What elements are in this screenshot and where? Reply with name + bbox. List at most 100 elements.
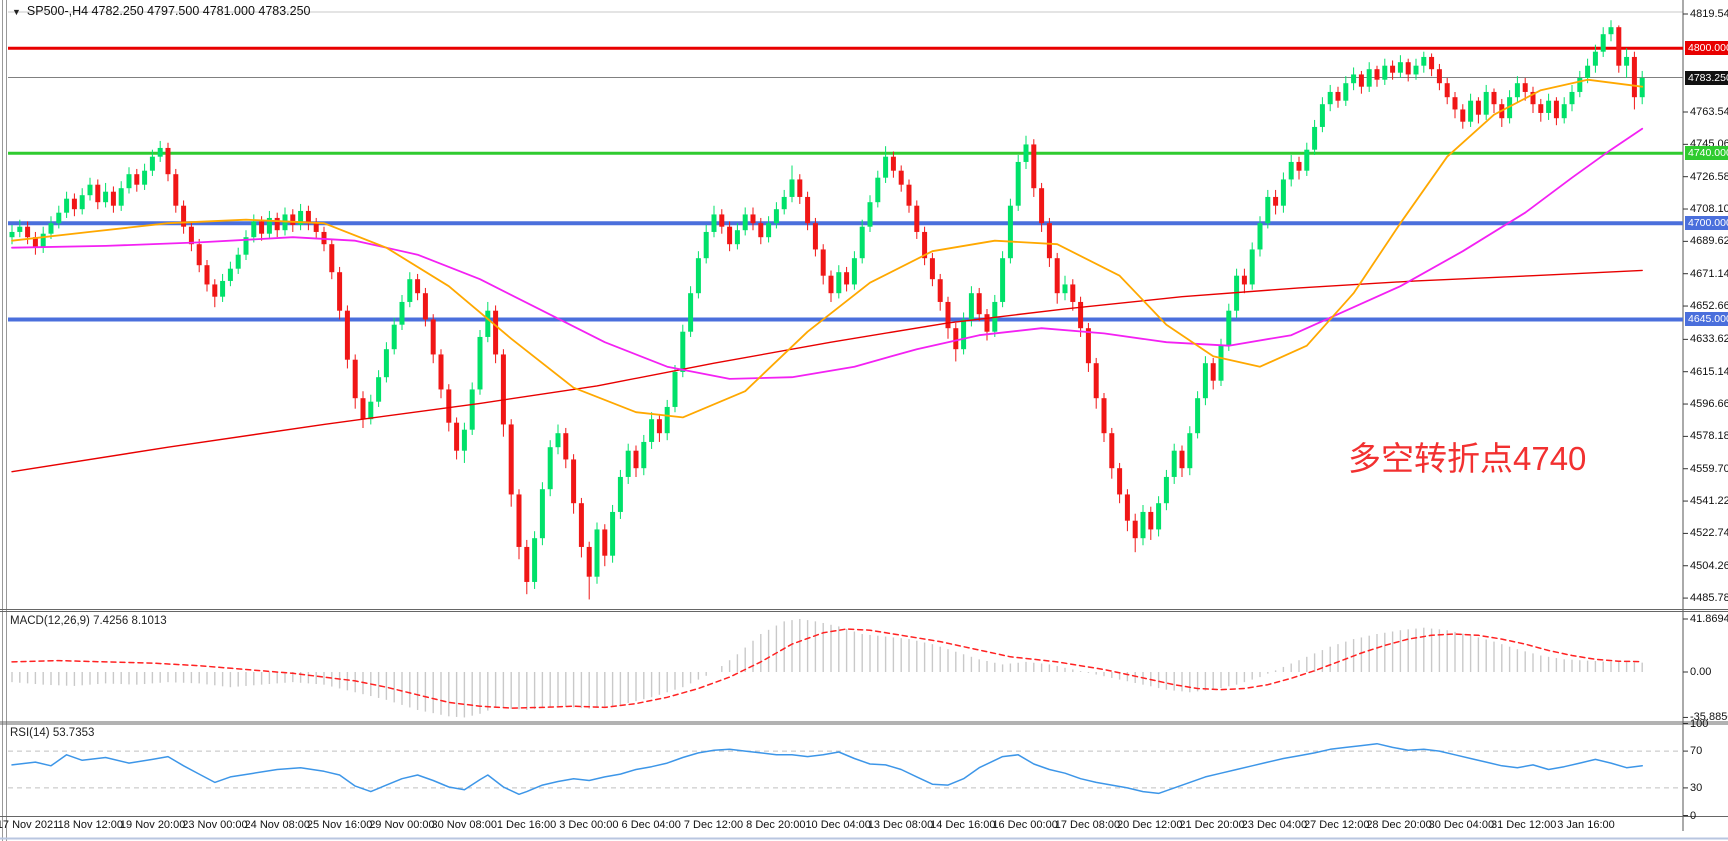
candle-body — [929, 258, 935, 280]
candle-body — [1374, 69, 1380, 80]
time-axis-label: 19 Nov 20:00 — [119, 819, 186, 831]
candle-body — [134, 174, 140, 185]
moving-averages — [11, 78, 1644, 473]
candle-body — [1156, 503, 1162, 530]
candle-body — [360, 398, 366, 420]
candle-body — [430, 319, 436, 355]
candle-body — [1296, 161, 1302, 171]
time-axis-label: 3 Dec 00:00 — [559, 819, 619, 831]
candle-body — [1351, 74, 1357, 84]
candle-body — [1039, 188, 1045, 224]
candle-body — [157, 147, 163, 157]
candle-body — [165, 147, 171, 175]
price-level-badge-4645.000: 4645.000 — [1685, 312, 1728, 327]
candle-body — [828, 275, 834, 294]
candle-body — [617, 476, 623, 512]
candle-body — [118, 188, 124, 206]
time-axis-label: 14 Dec 16:00 — [930, 819, 996, 831]
time-axis-label: 28 Dec 20:00 — [1366, 819, 1432, 831]
candle-body — [1491, 91, 1497, 105]
candle-body — [563, 433, 569, 460]
candle-body — [968, 293, 974, 320]
candle-body — [703, 231, 709, 259]
macd-panel — [11, 618, 1643, 718]
candle-body — [906, 184, 912, 206]
candle-body — [1187, 433, 1193, 469]
price-level-badge-4700.000: 4700.000 — [1685, 216, 1728, 231]
candle-body — [56, 212, 62, 224]
candle-body — [922, 231, 928, 259]
candle-body — [1195, 398, 1201, 434]
time-axis-label: 13 Dec 08:00 — [867, 819, 934, 831]
candle-body — [524, 546, 530, 582]
time-axis-label: 30 Nov 08:00 — [431, 819, 497, 831]
candle-body — [415, 279, 421, 294]
candle-body — [1460, 109, 1466, 122]
candle-body — [781, 196, 787, 210]
candle-body — [126, 174, 132, 189]
price-axis-tick: 4726.580 — [1690, 170, 1728, 183]
candle-body — [508, 424, 514, 495]
candle-body — [1257, 223, 1263, 250]
rsi-panel — [8, 742, 1683, 796]
candle-body — [695, 258, 701, 294]
candle-body — [1358, 74, 1364, 87]
candle-body — [734, 230, 740, 245]
candle-body — [235, 254, 241, 269]
candle-body — [649, 419, 655, 442]
candle-body — [680, 331, 686, 372]
candle-body — [1429, 56, 1435, 70]
time-axis-label: 7 Dec 12:00 — [683, 819, 744, 831]
candle-body — [1522, 83, 1528, 92]
candle-body — [500, 354, 506, 425]
candle-body — [664, 406, 670, 434]
rsi-indicator-label: RSI(14) 53.7353 — [10, 727, 95, 739]
candle-body — [758, 223, 764, 238]
rsi-axis-tick: 70 — [1690, 745, 1703, 758]
candle-body — [571, 459, 577, 504]
candle-body — [766, 223, 772, 238]
candle-body — [1163, 476, 1169, 504]
candle-body — [532, 538, 538, 582]
candle-body — [1085, 328, 1091, 364]
candle-body — [32, 237, 38, 248]
candle-body — [1023, 144, 1029, 162]
candle-body — [578, 503, 584, 547]
candle-body — [1452, 97, 1458, 110]
time-axis-label: 6 Dec 04:00 — [621, 819, 681, 831]
candle-body — [1475, 100, 1481, 115]
candle-body — [110, 191, 116, 206]
candle-body — [945, 301, 951, 329]
macd-axis-tick: -35.8856 — [1690, 711, 1728, 724]
chart-annotation-text: 多空转折点4740 — [1348, 440, 1587, 477]
time-axis-label: 24 Nov 08:00 — [244, 819, 310, 831]
candle-body — [633, 450, 639, 469]
symbol-dropdown-icon[interactable]: ▼ — [12, 7, 21, 17]
candle-body — [797, 179, 803, 197]
candle-body — [750, 214, 756, 224]
time-axis-label: 16 Dec 00:00 — [992, 819, 1058, 831]
candle-body — [1343, 83, 1349, 101]
candle-body — [1390, 65, 1396, 73]
candle-body — [1273, 196, 1279, 206]
time-axis-label: 21 Dec 20:00 — [1179, 819, 1245, 831]
candle-body — [220, 280, 226, 297]
candle-body — [1093, 363, 1099, 399]
candle-body — [188, 226, 194, 245]
candle-body — [196, 244, 202, 266]
time-axis-label: 23 Dec 04:00 — [1241, 819, 1308, 831]
price-axis-tick: 4596.660 — [1690, 398, 1728, 411]
candle-body — [438, 354, 444, 390]
price-axis-tick: 4485.780 — [1690, 592, 1728, 605]
candle-body — [602, 529, 608, 556]
candle-body — [266, 217, 272, 234]
candle-body — [1241, 275, 1247, 285]
candle-body — [329, 244, 335, 273]
candle-body — [1413, 65, 1419, 75]
candle-body — [742, 214, 748, 231]
candle-body — [298, 210, 304, 225]
candle-body — [1124, 494, 1130, 521]
axis-tick-marks — [1683, 13, 1688, 816]
candle-body — [547, 447, 553, 490]
